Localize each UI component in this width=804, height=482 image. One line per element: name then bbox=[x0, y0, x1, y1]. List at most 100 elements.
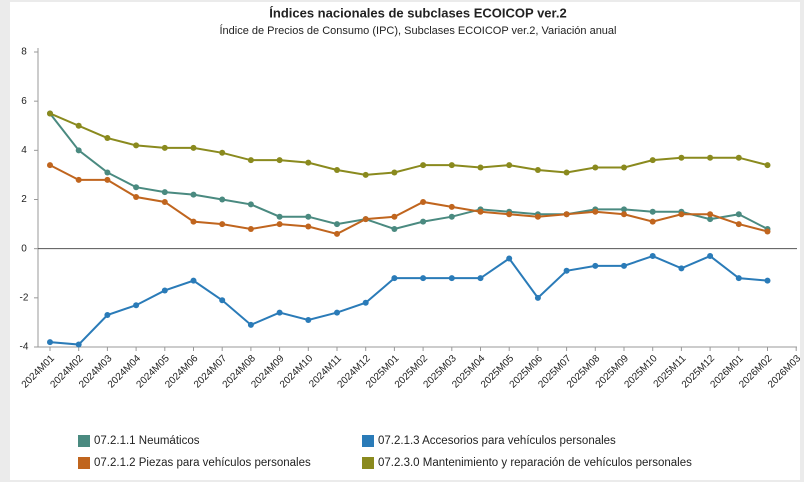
panel bbox=[10, 2, 800, 480]
series-line bbox=[49, 254, 768, 346]
data-point bbox=[534, 294, 541, 301]
data-point bbox=[75, 176, 82, 183]
data-point bbox=[334, 167, 340, 173]
legend-label: 07.2.3.0 Mantenimiento y reparación de v… bbox=[378, 457, 692, 469]
data-point bbox=[448, 275, 455, 282]
data-point bbox=[190, 277, 197, 284]
data-point bbox=[477, 164, 484, 171]
data-point bbox=[247, 201, 254, 208]
data-point bbox=[47, 162, 53, 169]
data-point bbox=[420, 218, 427, 225]
data-point bbox=[133, 194, 140, 201]
data-point bbox=[477, 275, 484, 282]
data-point bbox=[448, 203, 455, 210]
y-tick-label: 4 bbox=[21, 145, 27, 156]
data-point bbox=[735, 221, 742, 228]
data-point bbox=[735, 154, 742, 161]
chart-subtitle: Índice de Precios de Consumo (IPC), Subc… bbox=[219, 24, 616, 37]
data-point bbox=[621, 206, 627, 213]
data-point bbox=[649, 208, 656, 215]
y-tick-label: 2 bbox=[21, 194, 27, 205]
data-point bbox=[391, 275, 398, 282]
data-point bbox=[276, 221, 283, 228]
y-tick-label: -4 bbox=[20, 342, 29, 353]
series-line bbox=[49, 112, 768, 176]
legend-swatch bbox=[78, 457, 90, 469]
data-point bbox=[621, 164, 627, 171]
data-point bbox=[678, 265, 685, 272]
data-point bbox=[219, 221, 226, 228]
legend-label: 07.2.1.3 Accesorios para vehículos perso… bbox=[378, 435, 616, 447]
data-point bbox=[563, 211, 570, 218]
data-point bbox=[190, 218, 197, 225]
data-point bbox=[305, 223, 312, 230]
data-point bbox=[161, 198, 168, 205]
data-point bbox=[563, 169, 570, 176]
data-point bbox=[649, 218, 656, 225]
data-point bbox=[47, 110, 53, 117]
data-point bbox=[161, 287, 168, 294]
data-point bbox=[592, 208, 599, 215]
data-point bbox=[104, 169, 111, 176]
data-point bbox=[621, 262, 627, 269]
data-point bbox=[247, 157, 254, 164]
data-point bbox=[47, 339, 53, 346]
data-point bbox=[506, 162, 513, 169]
data-point bbox=[219, 196, 226, 203]
data-point bbox=[592, 262, 599, 269]
y-tick-label: 6 bbox=[21, 96, 27, 107]
data-point bbox=[104, 312, 111, 319]
data-point bbox=[247, 226, 254, 232]
data-point bbox=[420, 275, 427, 282]
data-point bbox=[448, 162, 455, 169]
data-point bbox=[190, 144, 197, 151]
legend-label: 07.2.1.1 Neumáticos bbox=[94, 435, 200, 447]
data-point bbox=[391, 169, 398, 176]
data-point bbox=[362, 171, 369, 178]
series-line bbox=[49, 164, 768, 235]
legend-swatch bbox=[362, 457, 374, 469]
data-point bbox=[420, 162, 427, 169]
data-point bbox=[420, 198, 427, 205]
data-point bbox=[75, 147, 82, 154]
data-point bbox=[276, 213, 283, 220]
data-point bbox=[506, 211, 513, 218]
data-point bbox=[534, 213, 541, 220]
data-point bbox=[764, 277, 771, 284]
data-point bbox=[391, 226, 398, 232]
data-point bbox=[735, 211, 742, 218]
data-point bbox=[305, 316, 312, 323]
data-point bbox=[334, 230, 340, 237]
data-point bbox=[334, 309, 340, 316]
data-point bbox=[190, 191, 197, 198]
data-point bbox=[247, 321, 254, 328]
data-point bbox=[707, 216, 714, 223]
legend-swatch bbox=[362, 435, 374, 447]
data-point bbox=[506, 255, 513, 262]
data-point bbox=[133, 184, 140, 191]
data-point bbox=[735, 275, 742, 282]
data-point bbox=[563, 267, 570, 274]
data-point bbox=[161, 189, 168, 196]
series-line bbox=[49, 112, 768, 231]
data-point bbox=[448, 213, 455, 220]
data-point bbox=[707, 253, 714, 260]
legend-swatch bbox=[78, 435, 90, 447]
data-point bbox=[391, 213, 398, 220]
data-point bbox=[707, 154, 714, 161]
data-point bbox=[334, 221, 340, 228]
data-point bbox=[707, 211, 714, 218]
data-point bbox=[75, 341, 82, 348]
data-point bbox=[649, 157, 656, 164]
data-point bbox=[133, 142, 140, 149]
data-point bbox=[305, 213, 312, 220]
y-tick-label: -2 bbox=[20, 292, 29, 303]
data-point bbox=[104, 135, 111, 142]
data-point bbox=[161, 144, 168, 151]
data-point bbox=[219, 149, 226, 156]
data-point bbox=[219, 297, 226, 304]
data-point bbox=[534, 167, 541, 173]
legend-label: 07.2.1.2 Piezas para vehículos personale… bbox=[94, 457, 311, 469]
data-point bbox=[104, 176, 111, 183]
